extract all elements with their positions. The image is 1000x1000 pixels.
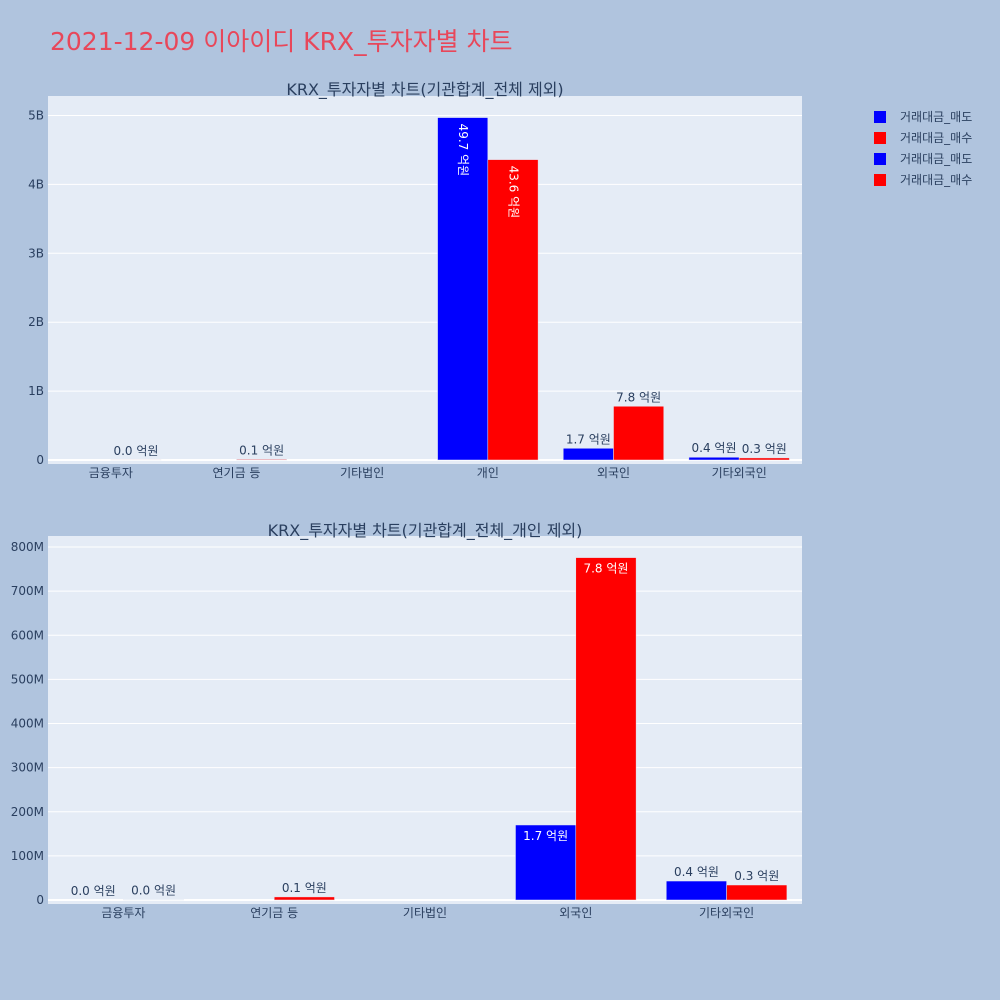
x-tick-label: 기타법인 — [403, 906, 447, 920]
x-tick-label: 금융투자 — [101, 906, 145, 920]
legend-item[interactable]: 거래대금_매수 — [874, 169, 972, 190]
data-label: 0.1 억원 — [282, 881, 327, 895]
x-tick-label: 기타법인 — [340, 466, 384, 480]
data-label: 43.6 억원 — [506, 166, 520, 219]
legend-item[interactable]: 거래대금_매도 — [874, 148, 972, 169]
legend: 거래대금_매도 거래대금_매수 거래대금_매도 거래대금_매수 — [874, 106, 972, 190]
data-label: 1.7 억원 — [523, 829, 568, 843]
data-label: 0.3 억원 — [742, 442, 787, 456]
legend-item[interactable]: 거래대금_매도 — [874, 106, 972, 127]
bar — [236, 459, 288, 461]
x-tick-label: 연기금 등 — [250, 906, 298, 920]
x-tick-label: 외국인 — [559, 906, 592, 920]
x-tick-label: 기타외국인 — [699, 906, 754, 920]
data-label: 0.3 억원 — [734, 869, 779, 883]
bar — [487, 159, 539, 461]
legend-label: 거래대금_매수 — [900, 131, 973, 145]
data-label: 0.4 억원 — [692, 441, 737, 455]
legend-swatch — [874, 152, 886, 165]
bar — [666, 880, 727, 901]
bar — [688, 456, 740, 461]
y-tick-label: 300M — [11, 761, 44, 775]
data-label: 0.0 억원 — [71, 884, 116, 898]
x-tick-label: 기타외국인 — [712, 466, 767, 480]
y-tick-label: 1B — [28, 384, 44, 398]
y-tick-label: 100M — [11, 849, 44, 863]
y-tick-label: 0 — [36, 893, 44, 907]
y-tick-label: 400M — [11, 717, 44, 731]
legend-label: 거래대금_매도 — [900, 152, 973, 166]
y-tick-label: 3B — [28, 246, 44, 260]
y-tick-label: 5B — [28, 109, 44, 123]
bar — [613, 406, 665, 461]
data-label: 49.7 억원 — [456, 124, 470, 177]
bar — [515, 824, 577, 901]
data-label: 0.0 억원 — [113, 444, 158, 458]
data-label: 0.4 억원 — [674, 865, 719, 879]
legend-swatch — [874, 173, 886, 186]
data-label: 0.1 억원 — [239, 443, 284, 457]
x-tick-label: 연기금 등 — [213, 466, 261, 480]
plot-area — [48, 96, 802, 464]
legend-item[interactable]: 거래대금_매수 — [874, 127, 972, 148]
page-title: 2021-12-09 이아이디 KRX_투자자별 차트 — [50, 27, 513, 56]
legend-swatch — [874, 110, 886, 123]
legend-swatch — [874, 131, 886, 144]
bar — [575, 557, 637, 901]
bar — [562, 448, 614, 461]
data-label: 7.8 억원 — [583, 562, 628, 576]
y-tick-label: 200M — [11, 805, 44, 819]
data-label: 7.8 억원 — [616, 390, 661, 404]
legend-label: 거래대금_매수 — [900, 173, 973, 187]
bar — [738, 457, 790, 461]
chart-title: KRX_투자자별 차트(기관합계_전체 제외) — [286, 80, 563, 100]
x-tick-label: 개인 — [477, 466, 499, 480]
x-tick-label: 외국인 — [597, 466, 630, 480]
y-tick-label: 0 — [36, 453, 44, 467]
bar — [273, 896, 335, 901]
data-label: 1.7 억원 — [566, 432, 611, 446]
bar — [726, 884, 788, 901]
y-tick-label: 600M — [11, 628, 44, 642]
y-tick-label: 2B — [28, 315, 44, 329]
legend-label: 거래대금_매도 — [900, 110, 973, 124]
chart-title: KRX_투자자별 차트(기관합계_전체_개인 제외) — [268, 521, 583, 541]
data-label: 0.0 억원 — [131, 884, 176, 898]
plot-area — [48, 536, 802, 904]
y-tick-label: 500M — [11, 672, 44, 686]
y-tick-label: 800M — [11, 540, 44, 554]
x-tick-label: 금융투자 — [89, 466, 133, 480]
y-tick-label: 700M — [11, 584, 44, 598]
y-tick-label: 4B — [28, 177, 44, 191]
